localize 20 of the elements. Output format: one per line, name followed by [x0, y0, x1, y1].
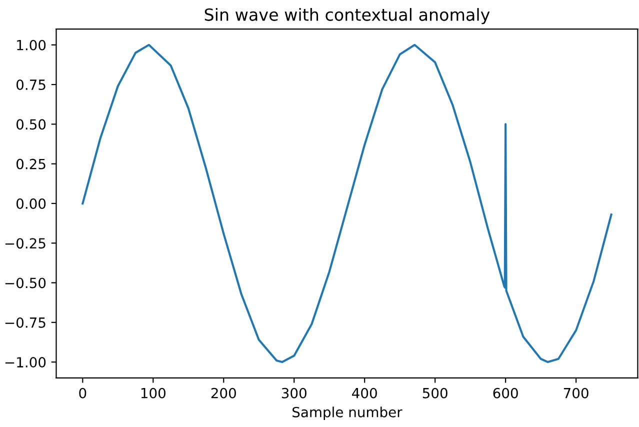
y-tick-label: −0.75 — [5, 317, 46, 328]
line-series — [82, 44, 612, 364]
y-tick-label: 0.25 — [16, 158, 46, 170]
y-tick-label: 0.75 — [16, 80, 46, 90]
x-tick-label: 200 — [211, 388, 236, 398]
x-tick-label: 0 — [79, 388, 86, 398]
y-tick-label: −0.25 — [5, 238, 46, 249]
chart-title: Sin wave with contextual anomaly — [204, 8, 490, 24]
y-tick-label: 0.00 — [16, 198, 46, 209]
y-tick-label: −1.00 — [5, 357, 46, 368]
y-tick-label: 0.50 — [16, 119, 46, 130]
y-tick-label: −0.50 — [5, 278, 46, 288]
x-tick-label: 700 — [564, 388, 588, 398]
x-tick-label: 400 — [352, 388, 377, 398]
x-tick-label: 300 — [282, 388, 306, 398]
x-tick-label: 500 — [422, 388, 448, 398]
x-tick-label: 600 — [493, 388, 518, 398]
x-axis-title: Sample number — [292, 406, 402, 420]
y-tick-label: 1.00 — [17, 40, 46, 50]
x-tick-label: 100 — [141, 388, 166, 398]
